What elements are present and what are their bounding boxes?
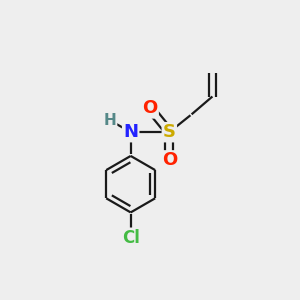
Text: O: O	[142, 99, 158, 117]
Text: O: O	[162, 152, 177, 169]
Text: S: S	[163, 123, 176, 141]
Text: Cl: Cl	[122, 229, 140, 247]
Text: H: H	[103, 113, 116, 128]
Text: N: N	[123, 123, 138, 141]
